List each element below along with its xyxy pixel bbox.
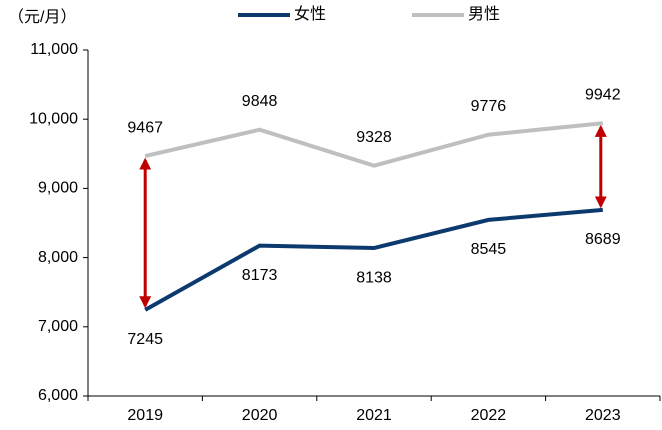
y-tick-label: 6,000: [38, 387, 78, 404]
legend-label: 男性: [468, 5, 500, 23]
x-tick-label: 2023: [585, 407, 621, 424]
legend-label: 女性: [294, 4, 326, 23]
data-label: 8689: [585, 231, 621, 248]
data-label: 9942: [585, 86, 621, 103]
series-line: [144, 121, 603, 168]
data-label: 9848: [242, 93, 278, 110]
x-tick-label: 2019: [127, 407, 163, 424]
y-tick-label: 9,000: [38, 180, 78, 197]
data-label: 9776: [471, 98, 507, 115]
data-label: 8173: [242, 267, 278, 284]
y-tick-label: 7,000: [38, 318, 78, 335]
data-label: 9467: [127, 119, 163, 136]
data-label: 8138: [356, 269, 392, 286]
x-tick-label: 2020: [242, 407, 278, 424]
data-label: 8545: [471, 241, 507, 258]
series-line: [144, 207, 603, 312]
data-label: 9328: [356, 129, 392, 146]
y-tick-label: 8,000: [38, 249, 78, 266]
y-tick-label: 11,000: [30, 41, 78, 58]
x-tick-label: 2022: [471, 407, 507, 424]
data-label: 7245: [127, 331, 163, 348]
x-tick-label: 2021: [356, 407, 392, 424]
y-tick-label: 10,000: [29, 110, 78, 127]
unit-label: （元/月）: [8, 8, 76, 26]
